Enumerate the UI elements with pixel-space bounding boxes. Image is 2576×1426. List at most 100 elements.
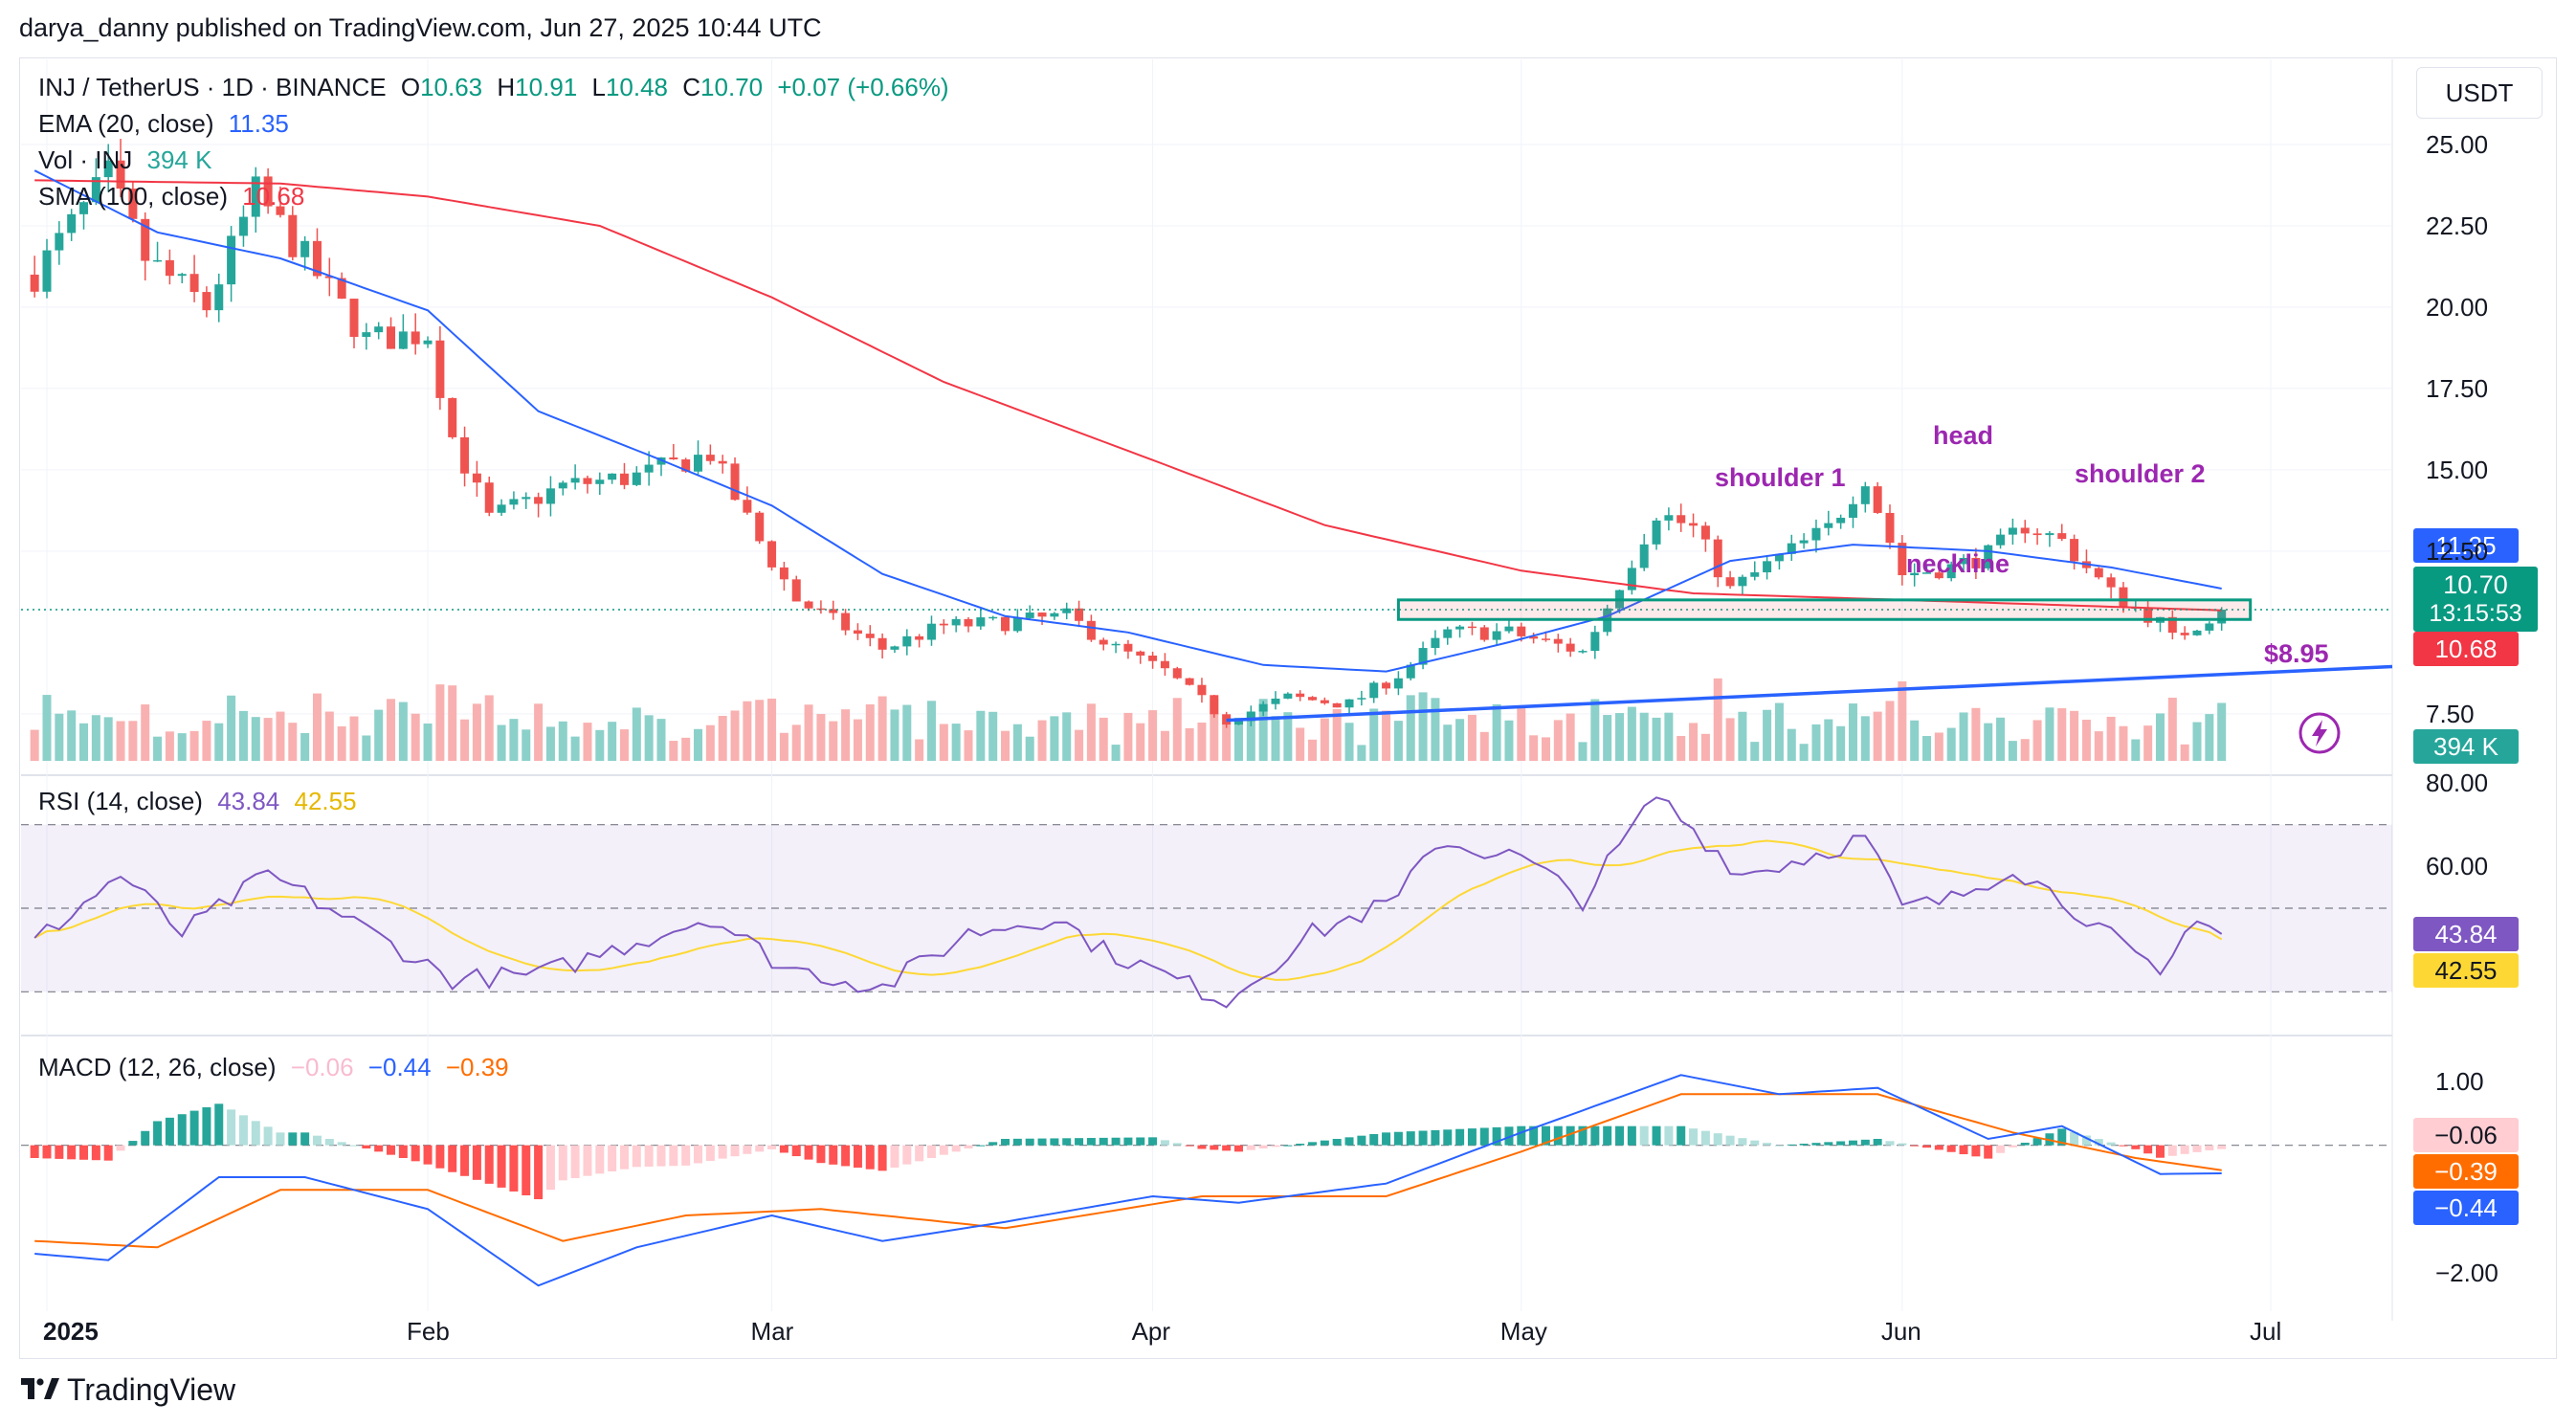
close-label: C (682, 73, 701, 101)
candle-body (2094, 568, 2103, 578)
macd-histogram-bar (1222, 1145, 1232, 1151)
volume-bar (2119, 725, 2128, 761)
candle-body (1393, 678, 1403, 689)
volume-bar (755, 700, 765, 761)
macd-histogram-bar (1885, 1141, 1895, 1146)
volume-bar (1086, 703, 1096, 761)
volume-bar (2057, 708, 2067, 761)
price-axis-label: 20.00 (2426, 292, 2489, 322)
candle-body (1075, 608, 1084, 621)
volume-bar (1934, 732, 1943, 761)
macd-histogram-bar (1971, 1145, 1981, 1157)
volume-bar (877, 696, 887, 761)
sma-price-pill: 10.68 (2413, 632, 2519, 666)
volume-bar (1959, 712, 1968, 761)
volume-bar (951, 724, 961, 761)
volume-bar (2155, 713, 2165, 761)
rsi-value: 43.84 (217, 787, 280, 815)
macd-histogram-bar (1062, 1138, 1072, 1146)
lightning-icon[interactable] (2297, 710, 2343, 756)
volume-bar (2081, 720, 2091, 761)
candle-body (460, 436, 470, 474)
volume-bar (1443, 724, 1453, 761)
rsi-legend[interactable]: RSI (14, close) 43.84 42.55 (38, 787, 365, 816)
candle-body (926, 623, 936, 640)
volume-bar (411, 713, 420, 761)
volume-bar (1811, 724, 1821, 761)
candle-body (595, 479, 605, 484)
volume-bar (1258, 699, 1268, 761)
macd-histogram-bar (1615, 1125, 1625, 1146)
low-label: L (591, 73, 606, 101)
volume-bar (91, 715, 100, 761)
sma-legend[interactable]: SMA (100, close) 10.68 (38, 182, 312, 212)
volume-bar (829, 721, 838, 761)
macd-histogram-bar (324, 1139, 334, 1146)
macd-histogram-bar (865, 1145, 875, 1170)
change-value: +0.07 (+0.66%) (777, 73, 949, 101)
volume-bar (1996, 717, 2006, 761)
neckline-box (1396, 598, 2253, 621)
candle-body (755, 512, 765, 542)
macd-histogram-bar (1271, 1145, 1280, 1147)
candle-body (227, 235, 236, 285)
price-axis-label: 25.00 (2426, 129, 2489, 159)
macd-histogram-bar (1578, 1125, 1588, 1146)
volume-bar (460, 719, 470, 761)
macd-histogram-bar (2008, 1145, 2017, 1147)
macd-label: MACD (12, 26, close) (38, 1053, 277, 1081)
volume-bar (632, 707, 641, 761)
ema-price-pill: 11.35 (2413, 528, 2519, 563)
volume-bar (718, 715, 727, 761)
volume-bar (153, 736, 163, 761)
volume-legend[interactable]: Vol · INJ 394 K (38, 145, 219, 175)
candle-body (55, 233, 64, 251)
macd-histogram-bar (1001, 1139, 1010, 1146)
macd-histogram-bar (595, 1145, 605, 1174)
macd-histogram-bar (1664, 1125, 1674, 1146)
macd-histogram-bar (1431, 1129, 1440, 1146)
candle-body (939, 623, 948, 626)
candle-body (1233, 721, 1243, 725)
volume-bar (2192, 722, 2202, 761)
macd-histogram-bar (1185, 1145, 1194, 1147)
volume-bar (730, 710, 740, 761)
volume-bar (1111, 745, 1121, 761)
macd-histogram-bar (153, 1121, 163, 1146)
candle-body (1418, 648, 1428, 665)
macd-histogram-bar (730, 1145, 740, 1157)
volume-bar (1627, 706, 1636, 761)
ema-legend[interactable]: EMA (20, close) 11.35 (38, 109, 297, 139)
macd-histogram-bar (1738, 1138, 1747, 1146)
macd-histogram-bar (128, 1141, 138, 1146)
candle-body (472, 473, 481, 483)
candle-body (1431, 637, 1440, 649)
close-value: 10.70 (700, 73, 764, 101)
candle-body (877, 637, 887, 650)
time-axis-label: Feb (407, 1317, 450, 1346)
candle-body (30, 274, 39, 292)
currency-button[interactable]: USDT (2416, 67, 2543, 119)
sma-100-line (34, 179, 2222, 612)
candle-body (951, 618, 961, 626)
volume-bar (2143, 725, 2153, 761)
tradingview-logo[interactable]: TradingView (21, 1372, 235, 1408)
macd-legend[interactable]: MACD (12, 26, close) −0.06 −0.44 −0.39 (38, 1053, 517, 1082)
macd-histogram-bar (374, 1145, 384, 1152)
volume-bar (926, 701, 936, 761)
annotation-shoulder-2: shoulder 2 (2075, 459, 2206, 488)
volume-bar (472, 703, 481, 761)
volume-bar (509, 719, 519, 761)
candle-body (497, 504, 506, 513)
candle-body (128, 189, 138, 219)
macd-histogram-bar (2131, 1145, 2141, 1149)
macd-histogram-bar (853, 1145, 862, 1169)
volume-bar (1062, 712, 1072, 761)
candle-body (1123, 643, 1133, 652)
macd-histogram-bar (2106, 1142, 2116, 1146)
candle-body (1467, 626, 1477, 629)
candle-body (177, 274, 187, 277)
volume-bar (55, 713, 64, 761)
candle-body (2119, 587, 2128, 608)
